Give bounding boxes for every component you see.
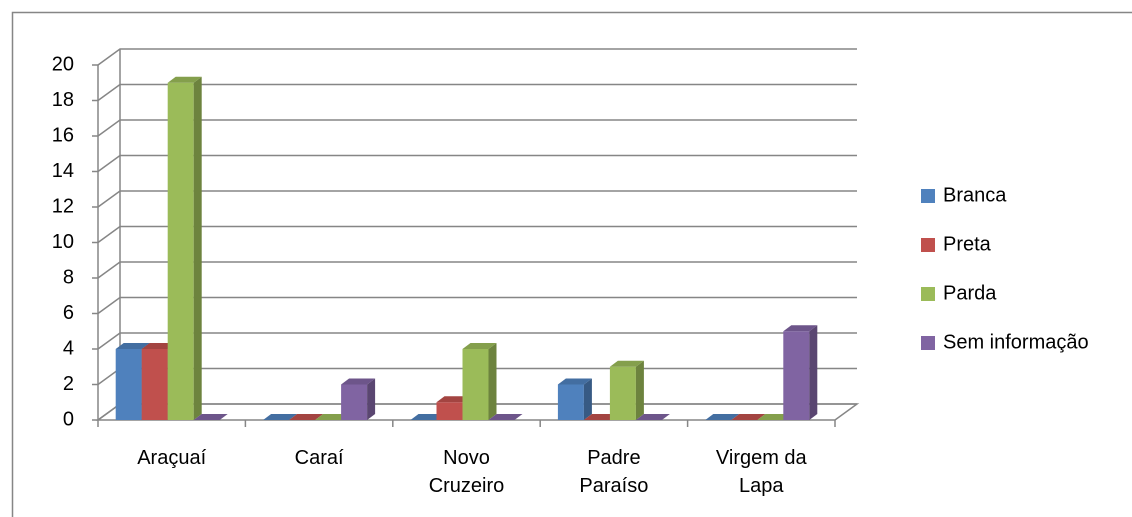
bar [341,378,376,420]
bar [167,76,202,420]
grid-line [97,225,857,244]
bar-front [462,349,489,420]
grid-line [97,48,857,66]
y-tick-label: 6 [63,302,74,324]
bar [609,360,644,420]
grid-line [97,154,857,173]
bar [731,414,766,420]
bar [705,414,740,420]
y-tick-label: 18 [52,89,74,111]
bar-top [115,343,150,349]
x-tick-label: Araçuaí [137,447,207,469]
x-tick-label: Virgem da Lapa [715,447,807,497]
bar-top [315,414,350,420]
bar-side [488,343,497,420]
bar [263,414,298,420]
y-tick-label: 20 [52,53,74,75]
bar-front [557,384,584,420]
y-tick-label: 2 [63,373,74,395]
legend-swatch [921,287,935,301]
bar-top [410,414,445,420]
bar-top [341,378,376,385]
grid-line [97,119,857,137]
grid-line [97,190,857,208]
bar-side [809,325,818,420]
bar-front [141,349,168,420]
bar-top [731,414,766,420]
y-tick-label: 10 [52,231,74,253]
bar [583,414,618,420]
bar-front [115,349,142,420]
bar [757,414,792,420]
bar [462,343,497,420]
bar [289,414,324,420]
chart-border [11,11,1132,517]
legend-swatch [921,238,935,252]
bar-top [783,325,818,332]
y-tick-label: 4 [63,337,74,359]
legend-swatch [921,336,935,350]
bar-front [783,331,810,420]
bar [315,414,350,420]
bar [410,414,445,420]
bar-front [167,82,194,420]
y-tick-label: 12 [52,195,74,217]
bar-top [488,414,523,420]
bar-side [367,378,376,420]
bar-side [583,378,592,420]
bar-top [583,414,618,420]
bar-top [757,414,792,420]
bar-front [609,366,636,420]
grid-line [97,332,857,350]
grid-line [97,296,857,315]
bar-top [193,414,228,420]
y-tick-label: 8 [63,266,74,288]
bar-top [557,378,592,385]
x-tick-label: Padre Paraíso [579,447,649,497]
legend-label: Sem informação [943,331,1089,353]
y-tick-label: 16 [52,124,74,146]
y-tick-label: 0 [63,408,74,430]
bar [488,414,523,420]
bar-top [705,414,740,420]
bar [557,378,592,420]
legend-label: Preta [943,233,992,255]
bar-top [289,414,324,420]
legend-label: Branca [943,184,1007,206]
grid-line [97,83,857,102]
bar [783,325,818,420]
bar-side [635,360,644,420]
x-tick-label: Novo Cruzeiro [428,447,505,497]
bar-top [167,76,202,83]
bar-top [263,414,298,420]
legend-label: Parda [943,282,997,304]
legend-swatch [921,189,935,203]
x-tick-label: Caraí [294,447,344,469]
bar-front [341,384,368,420]
bar-top [141,343,176,349]
bar-front [436,402,463,420]
y-tick-label: 14 [52,160,74,182]
bar-top [462,343,497,349]
bar-top [436,396,471,403]
bar-top [609,360,644,367]
bar [635,414,670,420]
grid-line [97,261,857,279]
bar-side [193,76,202,420]
bar-top [635,414,670,420]
bar [193,414,228,420]
